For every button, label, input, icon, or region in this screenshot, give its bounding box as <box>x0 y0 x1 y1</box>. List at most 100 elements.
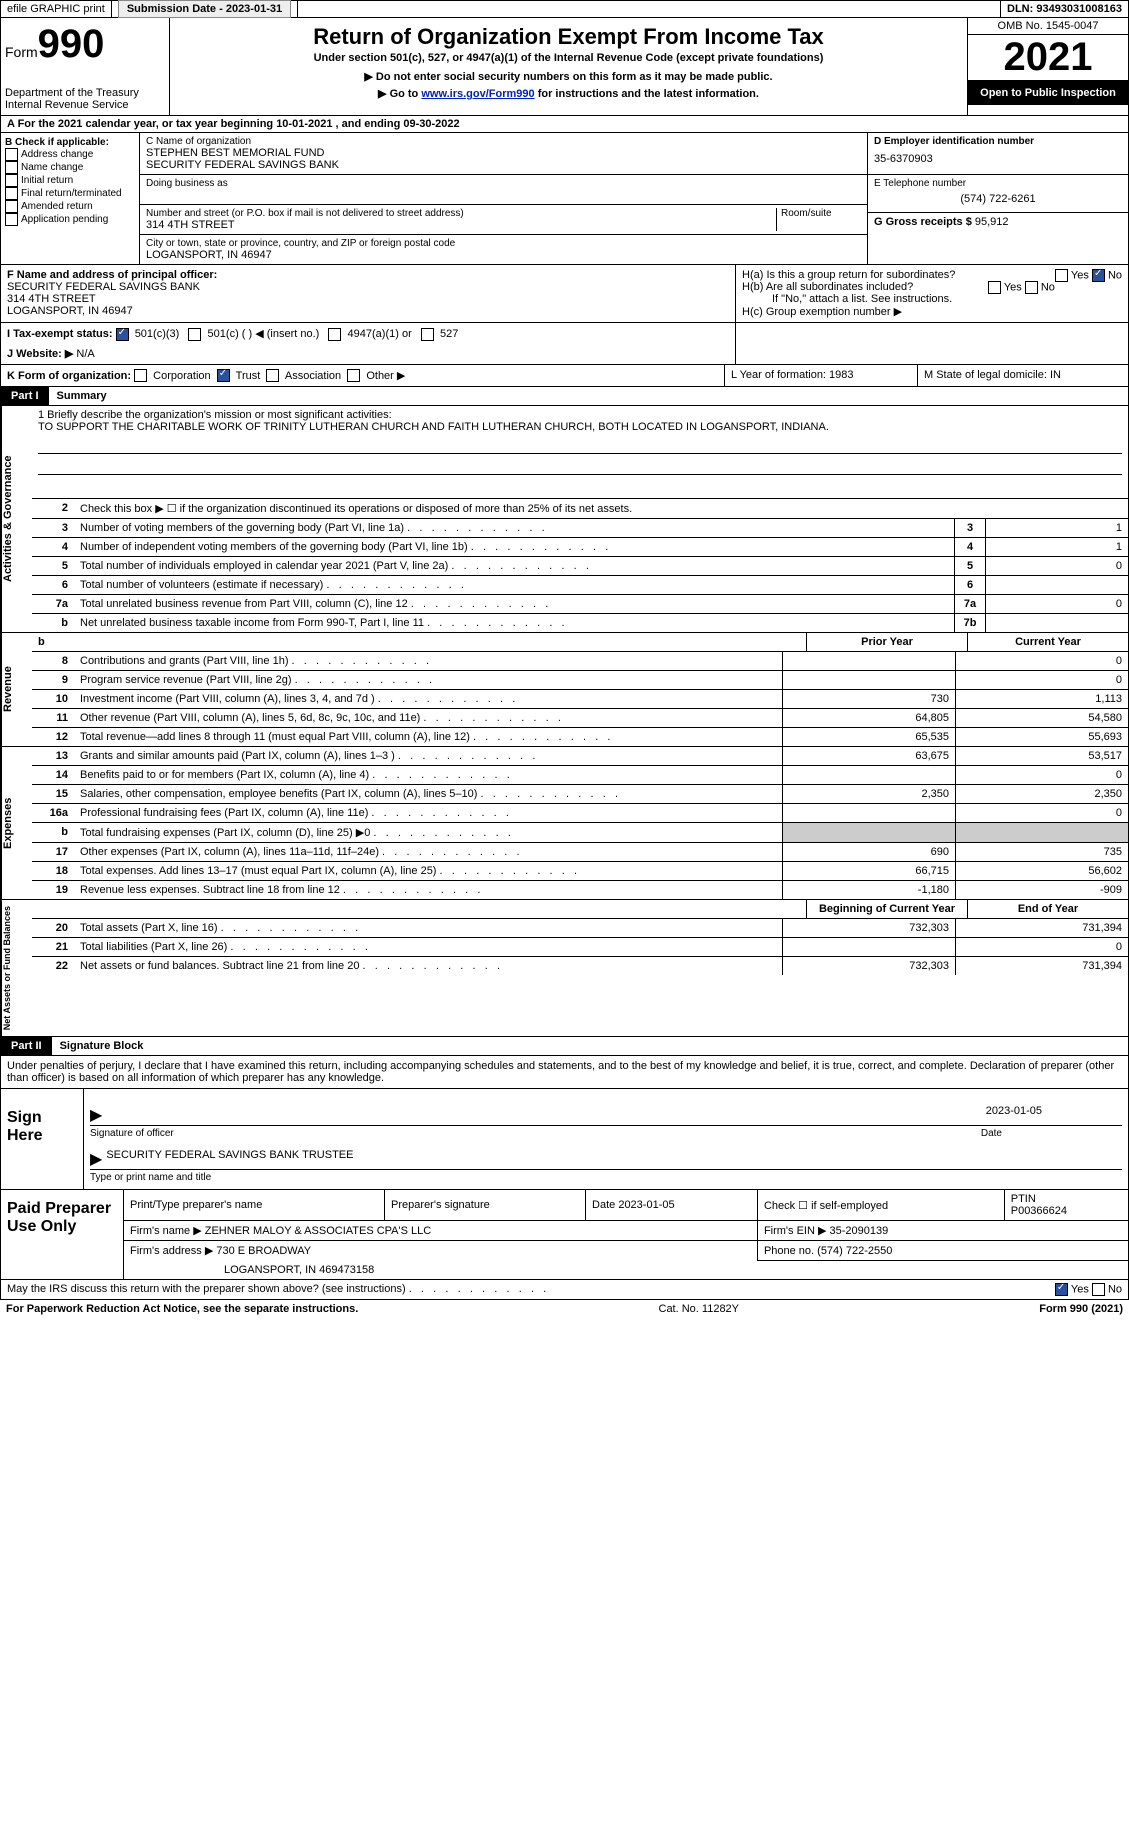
data-row: 18Total expenses. Add lines 13–17 (must … <box>32 862 1128 881</box>
chk-527[interactable] <box>421 328 434 341</box>
street-address: 314 4TH STREET <box>146 219 776 231</box>
chk-other[interactable] <box>347 369 360 382</box>
chk-initial-return[interactable]: Initial return <box>5 174 135 187</box>
data-row: 17Other expenses (Part IX, column (A), l… <box>32 843 1128 862</box>
ha-yes[interactable] <box>1055 269 1068 282</box>
chk-trust[interactable] <box>217 369 230 382</box>
data-row: 21Total liabilities (Part X, line 26)0 <box>32 938 1128 957</box>
form-subtitle: Under section 501(c), 527, or 4947(a)(1)… <box>174 52 963 64</box>
open-to-public: Open to Public Inspection <box>968 81 1128 105</box>
c-name-label: C Name of organization <box>146 136 861 147</box>
firm-addr2: LOGANSPORT, IN 469473158 <box>124 1260 1128 1279</box>
data-row: 12Total revenue—add lines 8 through 11 (… <box>32 728 1128 746</box>
part-ii-header: Part II Signature Block <box>0 1037 1129 1056</box>
ha-no[interactable] <box>1092 269 1105 282</box>
submission-date-button[interactable]: Submission Date - 2023-01-31 <box>118 0 291 18</box>
chk-assoc[interactable] <box>266 369 279 382</box>
dba-label: Doing business as <box>146 178 861 189</box>
irs-link[interactable]: www.irs.gov/Form990 <box>421 88 534 100</box>
ptin-value: P00366624 <box>1011 1205 1067 1217</box>
gross-receipts-value: 95,912 <box>975 216 1009 228</box>
ein-value: 35-6370903 <box>874 147 1122 171</box>
firm-phone: (574) 722-2550 <box>817 1245 892 1257</box>
arrow-icon: ▶ <box>90 1149 102 1169</box>
typed-label: Type or print name and title <box>90 1172 1122 1183</box>
revenue-block: Revenue b Prior Year Current Year 8Contr… <box>0 633 1129 747</box>
period-row: A For the 2021 calendar year, or tax yea… <box>0 116 1129 133</box>
firm-addr1: 730 E BROADWAY <box>216 1245 311 1257</box>
omb-number: OMB No. 1545-0047 <box>968 18 1128 35</box>
gov-row: 6Total number of volunteers (estimate if… <box>32 576 1128 595</box>
cat-no: Cat. No. 11282Y <box>659 1303 740 1315</box>
signature-declaration: Under penalties of perjury, I declare th… <box>0 1056 1129 1089</box>
firm-name-label: Firm's name ▶ <box>130 1225 202 1237</box>
gross-receipts-label: G Gross receipts $ <box>874 216 972 228</box>
sign-here-label: Sign Here <box>1 1089 84 1189</box>
hc-row: H(c) Group exemption number ▶ <box>742 305 1122 318</box>
side-net-assets: Net Assets or Fund Balances <box>1 900 32 1036</box>
data-row: 8Contributions and grants (Part VIII, li… <box>32 652 1128 671</box>
addr-label: Number and street (or P.O. box if mail i… <box>146 208 776 219</box>
chk-4947[interactable] <box>328 328 341 341</box>
form-title: Return of Organization Exempt From Incom… <box>174 24 963 50</box>
firm-ein: 35-2090139 <box>830 1225 889 1237</box>
top-bar: efile GRAPHIC print Submission Date - 20… <box>0 0 1129 18</box>
chk-final-return[interactable]: Final return/terminated <box>5 187 135 200</box>
officer-city: LOGANSPORT, IN 46947 <box>7 305 729 317</box>
chk-address-change[interactable]: Address change <box>5 148 135 161</box>
data-row: 15Salaries, other compensation, employee… <box>32 785 1128 804</box>
side-revenue: Revenue <box>1 633 32 746</box>
form-label: Form <box>5 44 38 60</box>
part-i-header: Part I Summary <box>0 387 1129 406</box>
firm-phone-label: Phone no. <box>764 1245 814 1257</box>
form-footer: Form 990 (2021) <box>1039 1303 1123 1315</box>
side-expenses: Expenses <box>1 747 32 899</box>
f-label: F Name and address of principal officer: <box>7 269 729 281</box>
chk-application-pending[interactable]: Application pending <box>5 213 135 226</box>
i-label: I Tax-exempt status: 501(c)(3) 501(c) ( … <box>7 327 729 341</box>
chk-corp[interactable] <box>134 369 147 382</box>
l-year-formation: L Year of formation: 1983 <box>725 365 918 387</box>
chk-501c3[interactable] <box>116 328 129 341</box>
expenses-block: Expenses 13Grants and similar amounts pa… <box>0 747 1129 900</box>
officer-addr: 314 4TH STREET <box>7 293 729 305</box>
firm-ein-label: Firm's EIN ▶ <box>764 1225 827 1237</box>
j-label: J Website: ▶ <box>7 348 73 360</box>
discuss-yes[interactable] <box>1055 1283 1068 1296</box>
org-name-1: STEPHEN BEST MEMORIAL FUND <box>146 147 861 159</box>
ein-label: D Employer identification number <box>874 136 1122 147</box>
gov-row: 3Number of voting members of the governi… <box>32 519 1128 538</box>
chk-name-change[interactable]: Name change <box>5 161 135 174</box>
firm-addr-label: Firm's address ▶ <box>130 1245 213 1257</box>
gov-row: 4Number of independent voting members of… <box>32 538 1128 557</box>
chk-501c[interactable] <box>188 328 201 341</box>
data-row: 13Grants and similar amounts paid (Part … <box>32 747 1128 766</box>
col-current-year: Current Year <box>967 633 1128 651</box>
footer-row: For Paperwork Reduction Act Notice, see … <box>0 1300 1129 1318</box>
dept-label: Department of the Treasury Internal Reve… <box>5 87 165 111</box>
data-row: 20Total assets (Part X, line 16)732,3037… <box>32 919 1128 938</box>
col-eoy: End of Year <box>967 900 1128 918</box>
net-assets-block: Net Assets or Fund Balances Beginning of… <box>0 900 1129 1037</box>
data-row: 19Revenue less expenses. Subtract line 1… <box>32 881 1128 899</box>
line-2: Check this box ▶ ☐ if the organization d… <box>74 499 1128 518</box>
prep-selfemp: Check ☐ if self-employed <box>757 1190 1004 1221</box>
paid-preparer-label: Paid Preparer Use Only <box>1 1190 124 1279</box>
chk-amended-return[interactable]: Amended return <box>5 200 135 213</box>
efile-label: efile GRAPHIC print <box>1 1 112 17</box>
hb-yes[interactable] <box>988 281 1001 294</box>
gov-row: 7aTotal unrelated business revenue from … <box>32 595 1128 614</box>
ha-row: H(a) Is this a group return for subordin… <box>742 269 1122 281</box>
gov-row: 5Total number of individuals employed in… <box>32 557 1128 576</box>
section-ij: I Tax-exempt status: 501(c)(3) 501(c) ( … <box>0 323 1129 365</box>
firm-name: ZEHNER MALOY & ASSOCIATES CPA'S LLC <box>205 1225 431 1237</box>
data-row: 16aProfessional fundraising fees (Part I… <box>32 804 1128 823</box>
city-label: City or town, state or province, country… <box>146 238 861 249</box>
arrow-icon: ▶ <box>90 1105 102 1125</box>
form-header: Form990 Department of the Treasury Inter… <box>0 18 1129 116</box>
sig-officer-label: Signature of officer <box>90 1128 174 1139</box>
discuss-no[interactable] <box>1092 1283 1105 1296</box>
hb-no[interactable] <box>1025 281 1038 294</box>
col-boy: Beginning of Current Year <box>806 900 967 918</box>
k-label: K Form of organization: <box>7 370 131 382</box>
